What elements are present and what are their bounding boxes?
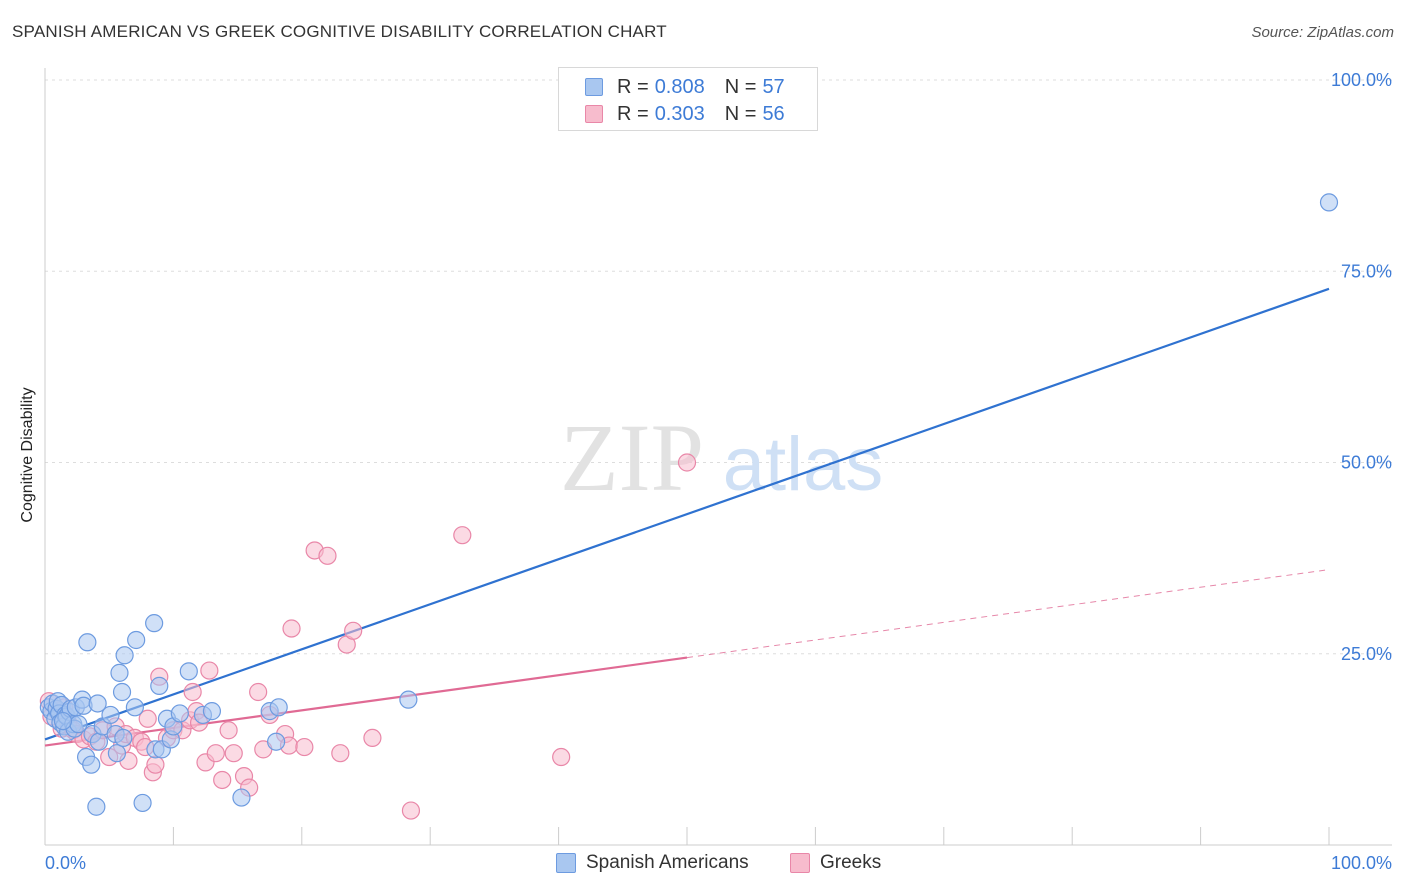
greek-point	[552, 747, 571, 767]
spanish-american-point	[232, 788, 251, 807]
greek-point	[249, 682, 268, 702]
y-tick-label: 75.0%	[1341, 261, 1392, 281]
legend-swatch-pink	[790, 853, 810, 873]
legend-swatch-blue	[585, 78, 603, 96]
spanish-american-point	[89, 732, 109, 751]
spanish-american-point	[107, 744, 127, 763]
spanish-american-point	[114, 728, 133, 748]
legend-r-label: R =	[617, 75, 649, 98]
legend-n-value: 56	[762, 102, 785, 125]
y-tick-label: 50.0%	[1341, 453, 1392, 473]
axes	[44, 68, 1392, 846]
spanish-american-point	[179, 662, 198, 681]
spanish-american-point	[112, 682, 132, 702]
spanish-american-point	[110, 663, 129, 682]
legend-row-greeks: R = 0.303 N = 56	[585, 102, 791, 126]
spanish-american-point	[267, 732, 286, 751]
tick-labels: 25.0% 50.0% 75.0% 100.0% 0.0% 100.0%	[45, 70, 1392, 873]
spanish-american-point	[145, 614, 164, 633]
greek-point	[318, 546, 337, 565]
spanish-american-point	[150, 676, 169, 695]
chart-title: SPANISH AMERICAN VS GREEK COGNITIVE DISA…	[12, 22, 667, 41]
legend-label-greeks: Greeks	[820, 852, 882, 873]
greek-point	[282, 619, 301, 638]
greek-point	[401, 801, 421, 820]
spanish-american-point	[269, 698, 288, 717]
legend-swatch-pink	[585, 105, 603, 123]
source-label: Source: ZipAtlas.com	[1251, 24, 1394, 41]
gridlines	[45, 79, 1392, 655]
spanish-american-point	[115, 646, 134, 665]
greek-point	[146, 755, 165, 774]
greek-point	[331, 744, 350, 763]
legend-item-spanish-americans[interactable]: Spanish Americans	[556, 852, 749, 874]
greek-point	[138, 709, 157, 728]
greek-point	[200, 661, 219, 680]
trend-line-greeks	[44, 656, 688, 747]
legend-row-spanish-americans: R = 0.808 N = 57	[585, 75, 791, 99]
spanish-american-point	[133, 793, 152, 813]
legend-label-spanish-americans: Spanish Americans	[586, 852, 749, 873]
spanish-american-point	[101, 705, 120, 725]
greek-point	[219, 721, 238, 740]
greek-point	[363, 728, 382, 748]
trend-line-spanish-americans	[44, 287, 1330, 741]
greek-point	[344, 621, 363, 640]
y-tick-label: 100.0%	[1331, 70, 1392, 90]
spanish-american-point	[202, 702, 222, 721]
greek-point	[453, 526, 472, 545]
legend-r-value: 0.808	[654, 75, 705, 98]
greek-point	[295, 737, 314, 757]
legend-r-label: R =	[617, 102, 649, 125]
legend-n-label: N =	[724, 75, 757, 98]
legend-n-value: 57	[762, 75, 785, 98]
x-tick-label-min: 0.0%	[45, 853, 86, 873]
spanish-american-point	[88, 694, 107, 713]
legend-item-greeks[interactable]: Greeks	[790, 852, 881, 874]
legend-r-value: 0.303	[654, 102, 705, 125]
y-tick-label: 25.0%	[1341, 644, 1392, 664]
spanish-american-point	[78, 633, 97, 652]
spanish-american-point	[53, 711, 73, 731]
greek-point	[183, 682, 202, 702]
spanish-american-point	[125, 698, 144, 717]
legend-swatch-blue	[556, 853, 576, 873]
greek-point	[224, 744, 243, 763]
spanish-american-point	[1319, 193, 1339, 212]
greek-point	[213, 770, 232, 790]
stats-legend: R = 0.808 N = 57 R = 0.303 N = 56	[558, 67, 818, 131]
trend-lines	[44, 287, 1330, 747]
watermark: ZIP atlas	[560, 404, 883, 511]
trend-line-greeks-extension	[686, 569, 1330, 659]
x-tick-label-max: 100.0%	[1331, 853, 1392, 873]
spanish-american-point	[170, 704, 189, 723]
data-points	[39, 193, 1339, 820]
greek-point	[677, 453, 697, 472]
spanish-american-point	[399, 690, 418, 709]
legend-n-label: N =	[724, 102, 757, 125]
spanish-american-point	[87, 797, 106, 816]
greek-point	[206, 744, 225, 763]
spanish-american-point	[82, 755, 101, 774]
spanish-american-point	[127, 630, 146, 650]
